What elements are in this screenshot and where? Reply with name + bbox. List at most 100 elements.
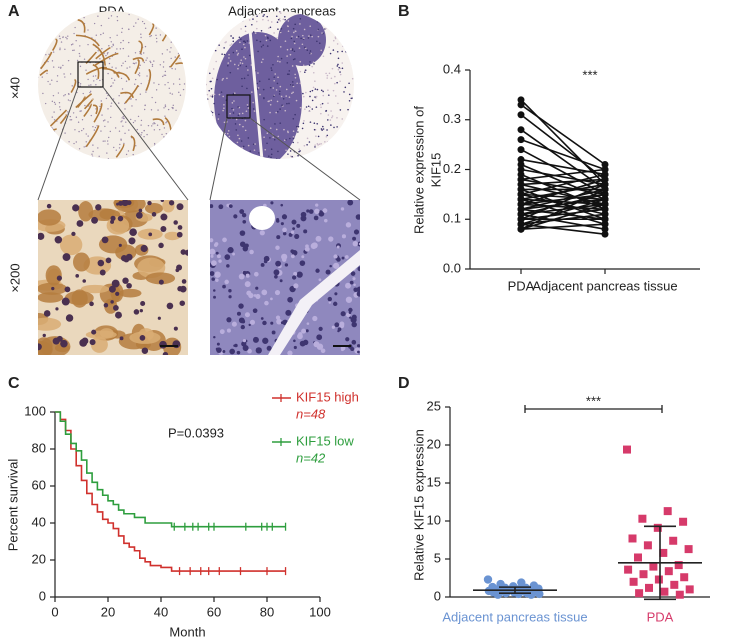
point (517, 156, 525, 164)
nucleus (279, 122, 282, 124)
nucleus (119, 48, 122, 50)
y-tick-label: 20 (32, 551, 46, 566)
nucleus (243, 43, 245, 46)
point (535, 589, 544, 599)
nucleus (179, 94, 182, 96)
nucleus (334, 292, 338, 296)
nucleus (222, 237, 227, 243)
nucleus (212, 68, 215, 70)
nucleus (260, 29, 263, 32)
nucleus (164, 84, 166, 86)
nucleus (128, 129, 130, 131)
nucleus (334, 322, 340, 328)
nucleus (211, 130, 214, 132)
nucleus (238, 157, 241, 159)
nucleus (115, 149, 117, 151)
nucleus (125, 153, 128, 156)
nucleus (320, 348, 326, 354)
nucleus (164, 105, 167, 108)
pair-line (520, 178, 606, 196)
nucleus (77, 121, 80, 123)
nucleus (328, 301, 332, 304)
nucleus (160, 200, 165, 203)
nucleus (239, 230, 246, 236)
nucleus (47, 146, 49, 148)
nucleus (89, 91, 91, 94)
nucleus (331, 325, 335, 329)
point (527, 590, 536, 599)
nucleus (158, 242, 164, 249)
nucleus (49, 83, 51, 85)
nucleus (101, 114, 103, 116)
nucleus (51, 127, 53, 129)
row-label: ×200 (7, 263, 22, 292)
nucleus (287, 25, 289, 28)
nucleus (146, 57, 148, 59)
cell (144, 202, 164, 214)
nucleus (264, 148, 267, 151)
nucleus (272, 136, 274, 139)
nucleus (91, 216, 98, 224)
nucleus (309, 90, 312, 93)
nucleus (42, 21, 44, 23)
gland (94, 52, 119, 66)
y-axis-label: Relative expression of (411, 106, 426, 234)
nucleus (295, 125, 298, 128)
nucleus (216, 347, 222, 353)
nucleus (303, 28, 306, 31)
nucleus (339, 71, 341, 73)
nucleus (257, 87, 260, 89)
nucleus (184, 124, 186, 127)
panel-letter: B (398, 3, 410, 20)
nucleus (109, 130, 112, 133)
nucleus (242, 270, 247, 275)
nucleus (225, 151, 228, 153)
nucleus (232, 25, 234, 28)
gland (76, 95, 86, 109)
point (517, 210, 525, 218)
nucleus (341, 50, 343, 53)
nucleus (179, 300, 186, 306)
nucleus (320, 143, 322, 145)
nucleus (122, 47, 124, 50)
cell (59, 234, 83, 256)
nucleus (337, 327, 342, 332)
nucleus (109, 37, 111, 39)
nucleus (177, 118, 180, 121)
nucleus (83, 16, 85, 19)
nucleus (222, 77, 224, 80)
point (634, 553, 642, 562)
nucleus (302, 122, 305, 125)
nucleus (313, 122, 316, 125)
nucleus (108, 285, 116, 293)
nucleus (69, 119, 71, 121)
nucleus (111, 66, 113, 68)
nucleus (350, 271, 356, 276)
nucleus (277, 76, 279, 79)
nucleus (276, 21, 279, 24)
nucleus (59, 106, 61, 108)
nucleus (279, 46, 282, 48)
nucleus (59, 148, 62, 150)
nucleus (111, 46, 113, 48)
nucleus (96, 78, 98, 81)
nucleus (294, 58, 296, 60)
nucleus (294, 77, 297, 79)
nucleus (122, 277, 129, 284)
nucleus (276, 37, 278, 39)
nucleus (252, 336, 259, 343)
nucleus (49, 36, 52, 39)
nucleus (121, 27, 123, 30)
gland (95, 46, 111, 60)
nucleus (339, 321, 345, 327)
nucleus (156, 41, 158, 43)
nucleus (269, 26, 272, 29)
nucleus (150, 17, 152, 20)
nucleus (207, 43, 209, 45)
nucleus (262, 15, 264, 17)
nucleus (177, 286, 183, 292)
nucleus (251, 23, 253, 26)
nucleus (347, 200, 354, 206)
nucleus (56, 75, 59, 77)
nucleus (100, 33, 102, 36)
